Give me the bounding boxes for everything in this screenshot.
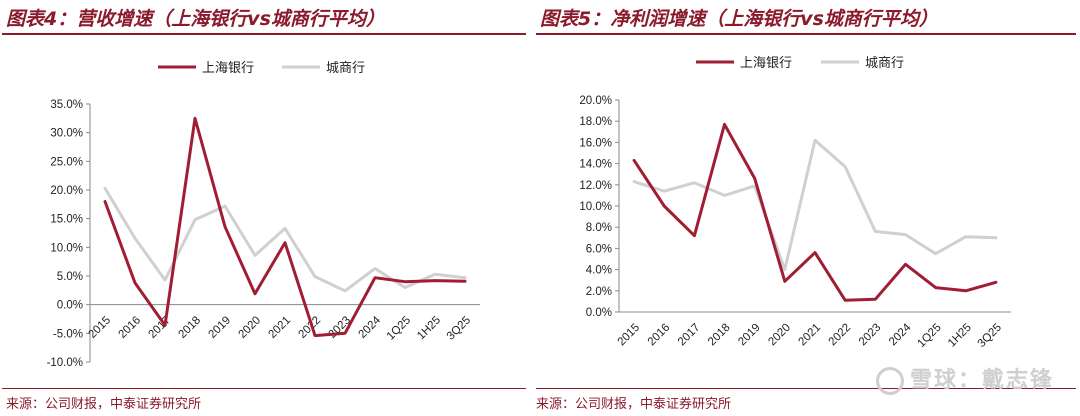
y-tick-label: 14.0% xyxy=(579,159,612,171)
y-tick-label: 25.0% xyxy=(50,156,83,168)
y-tick-label: 4.0% xyxy=(586,265,612,277)
x-tick-label: 2023 xyxy=(857,322,884,349)
y-tick-label: 20.0% xyxy=(579,95,612,107)
chart-2-source: 来源：公司财报，中泰证券研究所 xyxy=(536,397,732,412)
y-tick-label: 20.0% xyxy=(50,185,83,197)
watermark: 雪球：戴志锋 xyxy=(875,362,1054,395)
legend-label-1: 上海银行 xyxy=(740,56,792,71)
x-tick-label: 2021 xyxy=(797,322,824,349)
y-tick-label: 0.0% xyxy=(586,307,612,319)
chart-1-source: 来源：公司财报，中泰证券研究所 xyxy=(6,397,202,412)
y-tick-label: -5.0% xyxy=(53,328,83,340)
x-tick-label: 2019 xyxy=(736,322,763,349)
chart-2-title: 图表5：净利润增速（上海银行vs城商行平均） xyxy=(540,8,938,30)
y-tick-label: 12.0% xyxy=(579,180,612,192)
x-tick-label: 2020 xyxy=(766,322,793,349)
y-tick-label: 8.0% xyxy=(586,222,612,234)
chart-1-footer-rule xyxy=(2,388,526,389)
x-tick-label: 2021 xyxy=(267,314,294,341)
legend-label-2: 城商行 xyxy=(326,61,365,76)
snowball-logo-icon xyxy=(875,367,904,395)
y-tick-label: 15.0% xyxy=(50,214,83,226)
x-tick-label: 2016 xyxy=(646,322,673,349)
x-tick-label: 2024 xyxy=(357,314,384,341)
x-tick-label: 2020 xyxy=(237,314,264,341)
x-tick-label: 3Q25 xyxy=(445,314,473,342)
chart-1-revenue-growth: 上海银行 城商行 -10.0% -5.0% 0.0% 5.0% 10.0% 15.0% 20.0… xyxy=(47,61,480,369)
chart-2-footer-rule xyxy=(536,388,1076,389)
legend-label-2: 城商行 xyxy=(865,56,904,71)
y-tick-label: 5.0% xyxy=(57,271,83,283)
x-tick-label: 2016 xyxy=(117,314,144,341)
legend-label-1: 上海银行 xyxy=(202,61,254,76)
x-tick-label: 2019 xyxy=(207,314,234,341)
y-tick-label: 16.0% xyxy=(579,137,612,149)
y-tick-label: 0.0% xyxy=(57,300,83,312)
chart-2-title-rule xyxy=(536,33,1076,35)
x-tick-label: 1H25 xyxy=(946,322,974,350)
x-tick-label: 2015 xyxy=(616,322,643,349)
watermark-text: 雪球：戴志锋 xyxy=(909,368,1054,393)
x-tick-label: 2022 xyxy=(827,322,854,349)
y-tick-label: 35.0% xyxy=(50,99,83,111)
x-tick-label: 3Q25 xyxy=(976,322,1004,350)
y-tick-label: 10.0% xyxy=(579,201,612,213)
series-line-1 xyxy=(103,116,467,338)
x-tick-label: 2018 xyxy=(177,314,204,341)
x-tick-label: 1Q25 xyxy=(385,314,413,342)
series-line-1 xyxy=(632,122,998,302)
y-tick-label: 10.0% xyxy=(50,242,83,254)
y-tick-label: -10.0% xyxy=(47,357,83,369)
x-tick-label: 2017 xyxy=(676,322,703,349)
x-tick-label: 1Q25 xyxy=(915,322,943,350)
y-tick-label: 18.0% xyxy=(579,116,612,128)
chart-1-title-rule xyxy=(2,33,526,35)
y-tick-label: 2.0% xyxy=(586,286,612,298)
x-tick-label: 2024 xyxy=(887,321,914,348)
x-tick-label: 2018 xyxy=(706,322,733,349)
series-line-2 xyxy=(103,186,467,293)
chart-1-title: 图表4：营收增速（上海银行vs城商行平均） xyxy=(6,8,385,30)
x-tick-label: 2015 xyxy=(87,314,114,341)
x-tick-label: 1H25 xyxy=(415,314,443,342)
y-tick-label: 6.0% xyxy=(586,243,612,255)
chart-2-net-profit-growth: 上海银行 城商行 0.0% 2.0% 4.0% 6.0% 8.0% 10.0% 12.0% 14.… xyxy=(579,56,1011,350)
y-tick-label: 30.0% xyxy=(50,128,83,140)
series-line-2 xyxy=(632,138,998,272)
